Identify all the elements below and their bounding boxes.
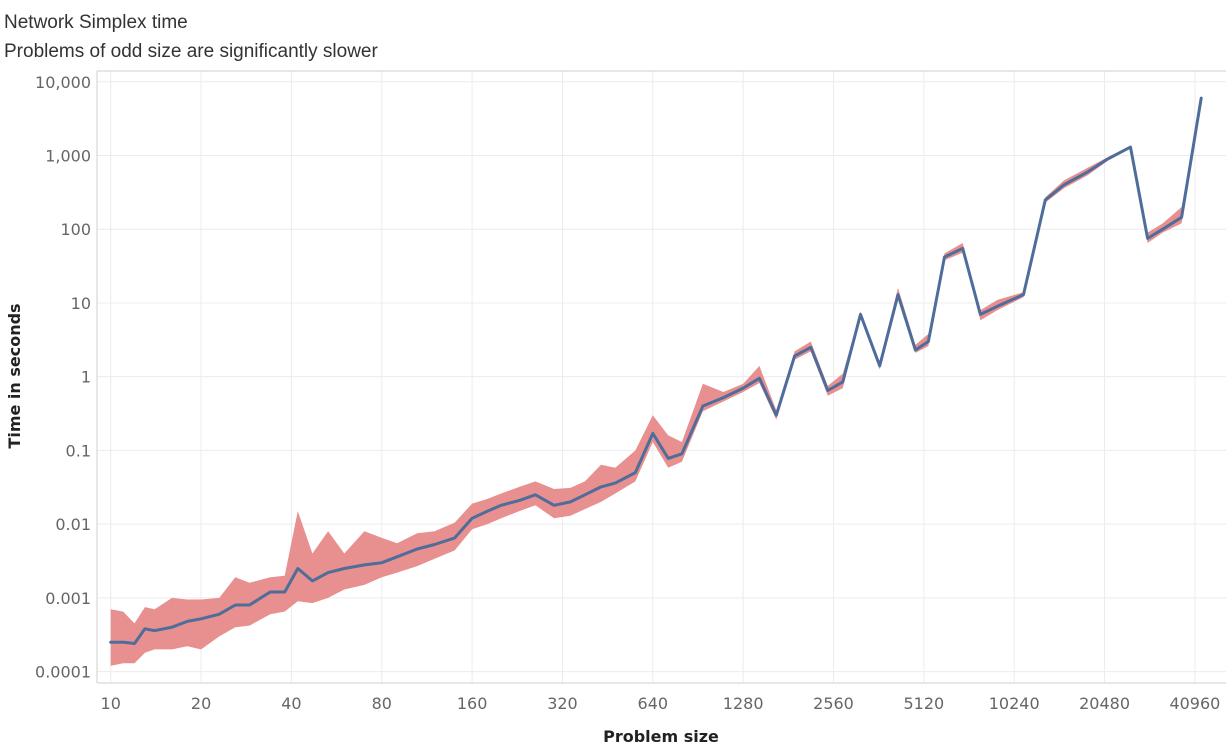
x-tick-label: 40960 [1169,694,1220,713]
x-axis: 10 20 40 80 160 320 640 1280 2560 5120 10240 20480 4… [101,694,1221,713]
x-tick-label: 20 [191,694,211,713]
range-band [110,96,1202,666]
y-tick-label: 10,000 [35,73,91,92]
y-tick-label: 10 [71,294,91,313]
band-area [110,96,1202,666]
x-tick-label: 2560 [813,694,854,713]
y-tick-label: 0.1 [66,441,91,460]
plot-frame [96,70,1226,684]
y-tick-label: 1,000 [45,146,91,165]
x-tick-label: 160 [457,694,488,713]
x-tick-label: 5120 [903,694,944,713]
x-tick-label: 10240 [989,694,1040,713]
series-line-group [109,96,1203,645]
x-axis-label: Problem size [603,727,719,746]
chart-title: Network Simplex time [4,12,188,33]
series-line [109,96,1203,645]
x-tick-label: 10 [101,694,121,713]
chart-subtitle: Problems of odd size are significantly s… [4,41,378,62]
y-tick-label: 100 [60,220,91,239]
chart-title-block: Network Simplex time Problems of odd siz… [4,8,378,66]
y-tick-label: 0.01 [55,515,91,534]
x-tick-label: 80 [372,694,392,713]
x-tick-label: 640 [638,694,669,713]
x-tick-label: 320 [547,694,578,713]
y-axis: 0.0001 0.001 0.01 0.1 1 10 100 1,000 10,000 [35,73,91,682]
y-axis-label: Time in seconds [5,303,24,448]
y-tick-label: 1 [81,368,91,387]
x-tick-label: 40 [281,694,301,713]
x-tick-label: 20480 [1079,694,1130,713]
y-tick-label: 0.001 [45,589,91,608]
x-tick-label: 1280 [723,694,764,713]
y-tick-label: 0.0001 [35,663,91,682]
